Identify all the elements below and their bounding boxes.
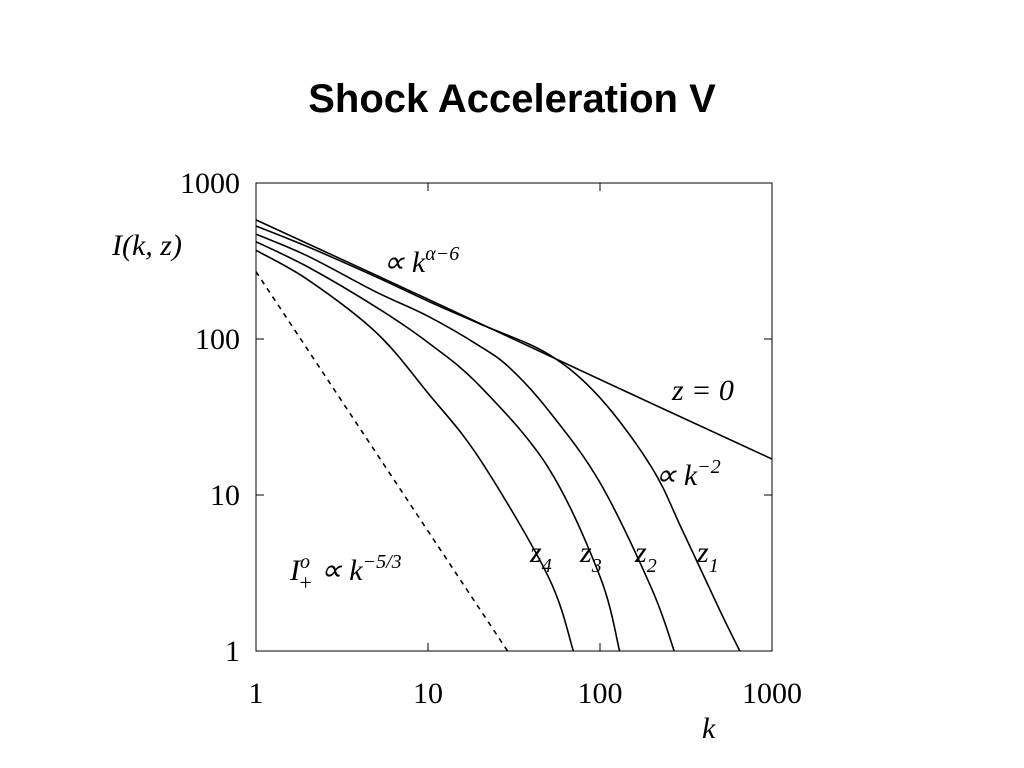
series-label: z3: [579, 536, 602, 577]
series-line: [255, 249, 575, 652]
y-axis-label: I(k, z): [111, 229, 182, 262]
series-label-text: z = 0: [671, 374, 734, 407]
annotation-text: ∝ k: [655, 459, 698, 492]
series-label-sup: o: [300, 551, 310, 573]
annotation-text: ∝ k: [383, 246, 426, 279]
y-tick-label: 1000: [180, 167, 240, 200]
series-label-rest-sup: −5/3: [363, 551, 402, 573]
series-label: Io + ∝ k−5/3: [289, 551, 402, 595]
series-line: [255, 219, 773, 460]
series-label-sub: 2: [647, 555, 657, 577]
slide-title: Shock Acceleration V: [308, 77, 716, 121]
y-tick-label: 100: [195, 323, 240, 356]
x-tick-label: 1: [249, 677, 264, 710]
series-line: [255, 233, 675, 652]
series-line: [255, 271, 509, 652]
annotation-sup: −2: [697, 456, 721, 478]
series-line: [255, 225, 741, 652]
series-label-rest: ∝ k: [313, 554, 363, 587]
x-axis-label: k: [702, 712, 716, 745]
series-label-sub: 3: [591, 555, 602, 577]
y-tick-label: 10: [210, 479, 240, 512]
series-label: z2: [634, 536, 657, 577]
y-tick-label: 1: [225, 635, 240, 668]
x-tick-label: 100: [578, 677, 623, 710]
x-tick-label: 1000: [742, 677, 802, 710]
annotation: ∝ kα−6: [383, 243, 459, 279]
series-label-sub: +: [298, 570, 313, 595]
series-label: z = 0: [671, 374, 734, 407]
series-label: z4: [529, 536, 552, 577]
series-label-sub: 1: [709, 555, 719, 577]
series-label-text: I: [289, 554, 302, 587]
x-tick-label: 10: [413, 677, 443, 710]
plot-frame: [255, 182, 773, 652]
series-label: z1: [696, 536, 719, 577]
annotation: ∝ k−2: [655, 456, 721, 492]
series-label-text: z: [579, 536, 592, 569]
series-line: [255, 241, 621, 652]
series-label-sub: 4: [542, 555, 552, 577]
series-label-text: z: [529, 536, 542, 569]
series-label-text: z: [634, 536, 647, 569]
annotation-sup: α−6: [425, 243, 459, 265]
series-label-text: z: [696, 536, 709, 569]
